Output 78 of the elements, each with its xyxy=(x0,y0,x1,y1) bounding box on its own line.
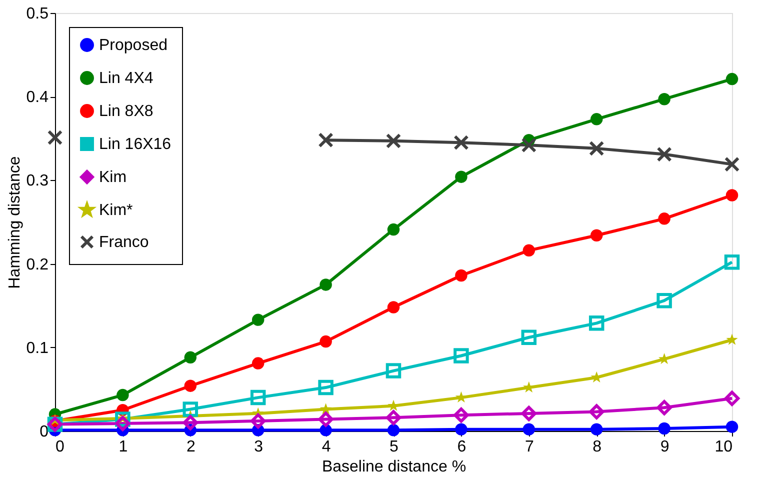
point xyxy=(184,380,197,392)
point xyxy=(455,170,468,183)
point xyxy=(521,406,537,422)
point xyxy=(658,212,670,225)
point xyxy=(320,403,332,414)
y-tick-label: 0 xyxy=(40,424,49,440)
y-tick-label: 0.1 xyxy=(26,340,49,357)
point xyxy=(252,314,264,326)
point xyxy=(588,404,604,420)
point xyxy=(250,390,266,406)
legend-label: Kim xyxy=(99,169,127,186)
point xyxy=(455,269,468,282)
x-tick-label: 3 xyxy=(254,438,264,456)
point xyxy=(658,92,670,106)
point xyxy=(386,133,402,149)
point xyxy=(588,316,604,331)
point xyxy=(522,244,536,257)
legend-label: Lin 4X4 xyxy=(99,70,154,87)
point xyxy=(521,330,537,345)
x-tick-label: 10 xyxy=(714,438,733,456)
x-tick-label: 5 xyxy=(390,438,399,456)
point xyxy=(387,223,400,236)
point xyxy=(454,407,469,423)
point xyxy=(455,423,468,436)
legend-label: Lin 8X8 xyxy=(99,103,154,120)
legend-label: Franco xyxy=(99,234,149,251)
point xyxy=(726,189,738,202)
point xyxy=(454,348,469,364)
point xyxy=(318,412,334,427)
x-tick-label: 6 xyxy=(457,438,466,456)
x-tick-label: 8 xyxy=(592,438,602,456)
point xyxy=(320,278,332,291)
point xyxy=(726,72,738,86)
point xyxy=(320,424,332,436)
point xyxy=(590,423,603,436)
point xyxy=(656,400,672,416)
point xyxy=(724,254,740,270)
point xyxy=(656,292,672,308)
point xyxy=(320,335,332,348)
y-axis-title: Hamming distance xyxy=(6,156,24,289)
point xyxy=(250,413,266,429)
point xyxy=(588,140,604,156)
legend-label: Lin 16X16 xyxy=(99,136,172,153)
x-tick-label: 1 xyxy=(118,438,128,456)
x-tick-label: 9 xyxy=(660,438,670,456)
point xyxy=(726,334,738,345)
x-tick-label: 0 xyxy=(56,438,64,456)
point xyxy=(724,390,740,406)
point xyxy=(386,410,402,426)
legend-label: Kim* xyxy=(99,202,133,219)
x-tick-label: 4 xyxy=(322,438,331,456)
x-axis-title: Baseline distance % xyxy=(322,458,466,476)
point xyxy=(184,351,197,364)
point xyxy=(47,130,63,146)
point xyxy=(252,357,264,370)
point xyxy=(454,134,469,150)
point xyxy=(590,229,603,242)
point xyxy=(115,416,130,432)
x-tick-label: 2 xyxy=(186,438,196,456)
point xyxy=(387,424,400,436)
point xyxy=(387,301,400,314)
y-tick-label: 0.3 xyxy=(26,172,49,190)
y-tick-label: 0.5 xyxy=(26,6,49,22)
point xyxy=(318,132,334,148)
point xyxy=(521,137,537,153)
point xyxy=(522,423,536,436)
y-tick-label: 0.4 xyxy=(26,89,49,106)
legend-label: Proposed xyxy=(99,37,168,54)
point xyxy=(726,420,738,433)
point xyxy=(656,146,672,162)
point xyxy=(386,363,402,378)
point xyxy=(724,156,740,172)
point xyxy=(590,113,603,126)
point xyxy=(658,422,670,435)
point xyxy=(318,380,334,396)
point xyxy=(116,388,129,402)
x-tick-label: 7 xyxy=(524,438,534,456)
y-tick-label: 0.2 xyxy=(26,256,49,274)
